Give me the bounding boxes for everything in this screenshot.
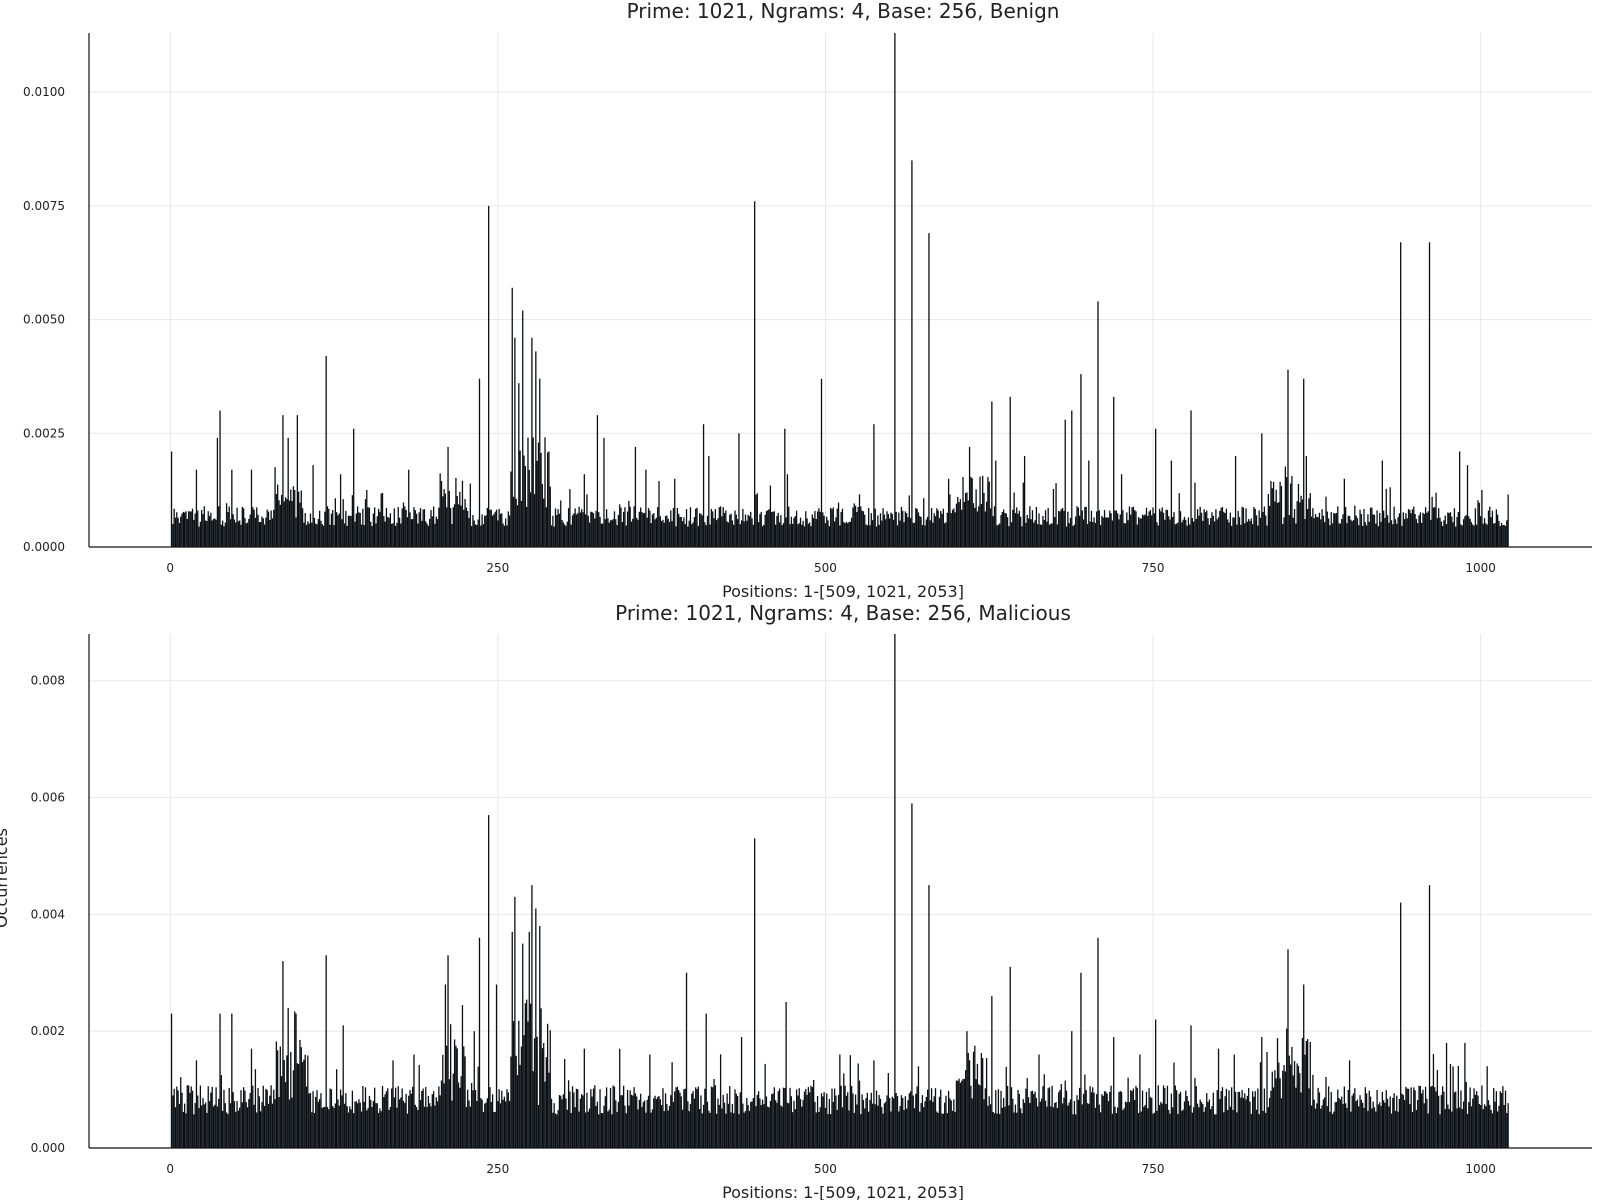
y-ticks: 0.000 0.002 0.004 0.006 0.008 bbox=[31, 674, 65, 1155]
y-tick-label: 0.000 bbox=[31, 1141, 65, 1155]
y-tick-label: 0.0100 bbox=[23, 85, 65, 99]
y-tick-label: 0.004 bbox=[31, 907, 65, 921]
y-tick-label: 0.0000 bbox=[23, 540, 65, 554]
bars bbox=[170, 634, 1509, 1148]
x-tick-label: 750 bbox=[1142, 561, 1165, 575]
x-tick-label: 0 bbox=[166, 561, 174, 575]
chart-title: Prime: 1021, Ngrams: 4, Base: 256, Malic… bbox=[615, 601, 1071, 625]
y-tick-label: 0.0025 bbox=[23, 426, 65, 440]
panel-malicious: Prime: 1021, Ngrams: 4, Base: 256, Malic… bbox=[31, 601, 1592, 1200]
x-ticks: 0 250 500 750 1000 bbox=[166, 1162, 1495, 1176]
y-tick-label: 0.002 bbox=[31, 1024, 65, 1038]
x-tick-label: 0 bbox=[166, 1162, 174, 1176]
x-tick-label: 1000 bbox=[1465, 561, 1496, 575]
x-tick-label: 250 bbox=[486, 561, 509, 575]
y-axis-label: Occurrences bbox=[0, 828, 11, 928]
x-ticks: 0 250 500 750 1000 bbox=[166, 561, 1495, 575]
x-tick-label: 500 bbox=[814, 1162, 837, 1176]
y-tick-label: 0.008 bbox=[31, 674, 65, 688]
x-tick-label: 250 bbox=[486, 1162, 509, 1176]
x-axis-label: Positions: 1-[509, 1021, 2053] bbox=[722, 1183, 964, 1200]
x-axis-label: Positions: 1-[509, 1021, 2053] bbox=[722, 582, 964, 601]
x-tick-label: 750 bbox=[1142, 1162, 1165, 1176]
y-tick-label: 0.0050 bbox=[23, 313, 65, 327]
y-ticks: 0.0000 0.0025 0.0050 0.0075 0.0100 bbox=[23, 85, 65, 554]
y-tick-label: 0.0075 bbox=[23, 199, 65, 213]
x-tick-label: 500 bbox=[814, 561, 837, 575]
gridlines bbox=[89, 33, 1592, 548]
y-tick-label: 0.006 bbox=[31, 791, 65, 805]
chart-title: Prime: 1021, Ngrams: 4, Base: 256, Benig… bbox=[627, 0, 1060, 23]
bars bbox=[170, 33, 1509, 547]
gridlines bbox=[89, 634, 1592, 1149]
panel-benign: Prime: 1021, Ngrams: 4, Base: 256, Benig… bbox=[23, 0, 1592, 601]
x-tick-label: 1000 bbox=[1465, 1162, 1496, 1176]
